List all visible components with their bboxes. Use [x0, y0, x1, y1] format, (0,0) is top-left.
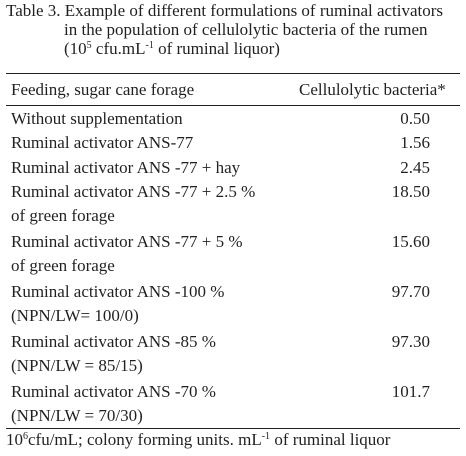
- row-bacteria-value: 1.56: [400, 133, 430, 152]
- row-label-line: Without supplementation: [11, 109, 183, 128]
- caption-line-2: in the population of cellulolytic bacter…: [64, 20, 428, 39]
- table-header-rule: [6, 105, 460, 106]
- row-bacteria-value: 18.50: [391, 182, 430, 201]
- row-feeding-label: Ruminal activator ANS -77 + 2.5 % of gree…: [11, 180, 255, 228]
- row-feeding-label: Ruminal activator ANS -85 % (NPN/LW = 85/…: [11, 330, 216, 378]
- row-label-line: Ruminal activator ANS -70 %: [11, 382, 216, 401]
- row-bacteria-value: 15.60: [391, 232, 430, 251]
- row-label-line: (NPN/LW= 100/0): [11, 306, 139, 325]
- row-label-line: Ruminal activator ANS -85 %: [11, 332, 216, 351]
- table-caption: Table 3. Example of different formulatio…: [6, 1, 462, 58]
- row-label-line: (NPN/LW = 85/15): [11, 356, 143, 375]
- row-bacteria-value: 0.50: [400, 109, 430, 128]
- table-top-rule: [6, 73, 460, 74]
- row-bacteria-value: 97.30: [391, 332, 430, 351]
- footnote-mid: cfu/mL; colony forming units. mL: [28, 430, 262, 449]
- header-cellulolytic-bacteria: Cellulolytic bacteria*: [299, 80, 446, 99]
- row-feeding-label: Without supplementation: [11, 107, 183, 131]
- row-feeding-label: Ruminal activator ANS -70 % (NPN/LW = 70/…: [11, 380, 216, 428]
- caption-line-1: Table 3. Example of different formulatio…: [6, 1, 444, 20]
- row-bacteria-value: 2.45: [400, 158, 430, 177]
- row-label-line: Ruminal activator ANS -77 + 2.5 %: [11, 182, 256, 201]
- footnote-pre: 10: [6, 430, 23, 449]
- row-feeding-label: Ruminal activator ANS -77 + hay: [11, 156, 240, 180]
- caption-exponent-2: -1: [145, 40, 154, 51]
- row-label-line: of green forage: [11, 256, 115, 275]
- table-bottom-rule: [6, 428, 460, 429]
- caption-exponent: 5: [86, 40, 92, 51]
- table-footnote: 106cfu/mL; colony forming units. mL-1 of…: [6, 430, 390, 449]
- footnote-post: of ruminal liquor: [270, 430, 391, 449]
- row-label-line: Ruminal activator ANS -77 + 5 %: [11, 232, 243, 251]
- caption-line-3-mid: cfu.mL: [91, 39, 146, 58]
- row-label-line: Ruminal activator ANS -100 %: [11, 282, 225, 301]
- footnote-exponent-2: -1: [261, 431, 271, 442]
- row-feeding-label: Ruminal activator ANS -77 + 5 % of green …: [11, 230, 243, 278]
- row-feeding-label: Ruminal activator ANS-77: [11, 131, 193, 155]
- row-label-line: Ruminal activator ANS -77 + hay: [11, 158, 241, 177]
- caption-line-3-pre: (10: [64, 39, 87, 58]
- row-label-line: of green forage: [11, 206, 115, 225]
- footnote-exponent: 6: [23, 431, 28, 442]
- row-label-line: Ruminal activator ANS-77: [11, 133, 194, 152]
- row-bacteria-value: 97.70: [391, 282, 430, 301]
- caption-line-3-post: of ruminal liquor): [153, 39, 280, 58]
- header-feeding: Feeding, sugar cane forage: [11, 80, 195, 99]
- row-label-line: (NPN/LW = 70/30): [11, 406, 143, 425]
- row-bacteria-value: 101.7: [391, 382, 430, 401]
- row-feeding-label: Ruminal activator ANS -100 % (NPN/LW= 100…: [11, 280, 224, 328]
- caption-line-3: (105 cfu.mL-1 of ruminal liquor): [6, 39, 462, 58]
